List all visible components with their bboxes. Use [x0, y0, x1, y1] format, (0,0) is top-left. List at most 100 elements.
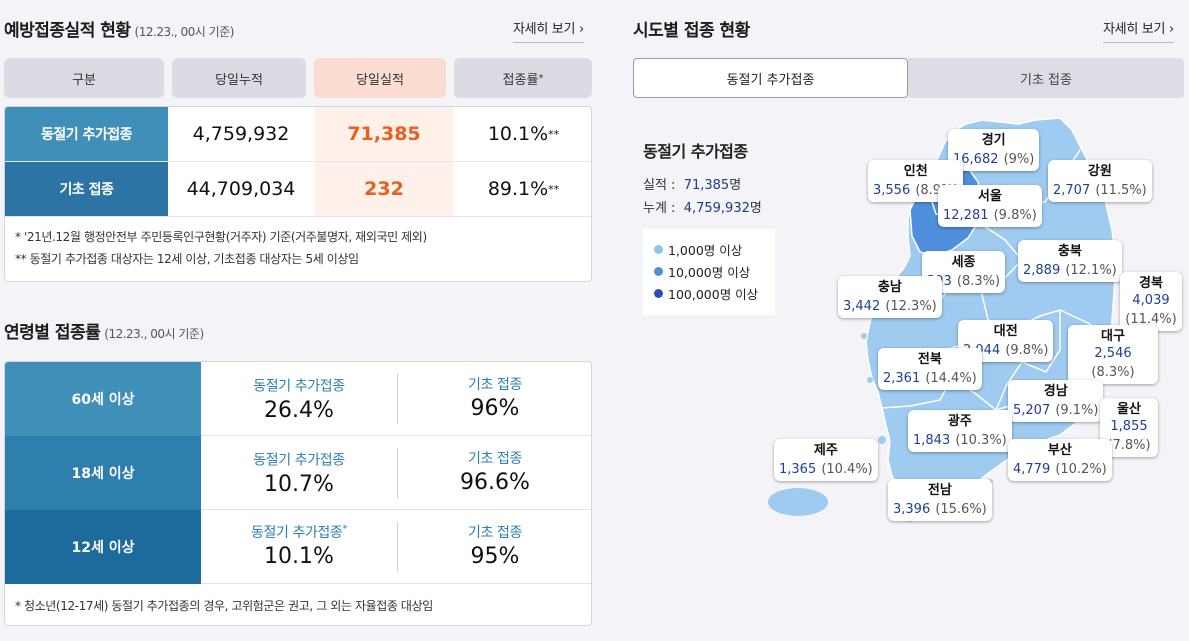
- legend-dot-icon: [654, 244, 663, 254]
- legend-dot-icon: [654, 288, 663, 298]
- region-name: 서울: [977, 189, 1002, 204]
- booster-label: 동절기 추가접종: [201, 374, 397, 396]
- age-rate-title: 연령별 접종률 (12.23., 00시 기준): [4, 318, 204, 343]
- region-name: 세종: [951, 255, 976, 270]
- cumulative-value: 44,709,034: [186, 178, 296, 200]
- rate-mark: **: [548, 182, 560, 196]
- table-row: 동절기 추가접종 4,759,932 71,385 10.1% **: [5, 107, 591, 162]
- region-pct: (14.4%): [925, 371, 977, 386]
- section-title-text: 예방접종실적 현황: [4, 21, 131, 41]
- region-label-gyeongnam[interactable]: 경남 5,207 (9.1%): [1008, 380, 1104, 422]
- total-label: 누계 :: [643, 201, 676, 216]
- region-label-jeju[interactable]: 제주 1,365 (10.4%): [774, 439, 878, 481]
- region-count: 1,843: [913, 433, 951, 448]
- region-label-jeonnam[interactable]: 전남 3,396 (15.6%): [888, 479, 992, 521]
- region-name: 대구: [1101, 329, 1125, 344]
- rate-value: 89.1% **: [454, 162, 591, 216]
- region-pct: (10.3%): [955, 433, 1007, 448]
- region-label-chungnam[interactable]: 충남 3,442 (12.3%): [838, 276, 942, 318]
- row-label: 기초 접종: [5, 162, 168, 216]
- section-title-date: (12.23., 00시 기준): [134, 25, 235, 39]
- island-shape: [878, 436, 886, 444]
- performance-unit: 명: [729, 178, 742, 193]
- age-label: 18세 이상: [5, 436, 201, 510]
- total-value: 4,759,932: [683, 201, 750, 216]
- region-count: 4,779: [1013, 462, 1051, 477]
- legend-dot-icon: [654, 266, 663, 276]
- region-pct: (9.8%): [993, 208, 1037, 223]
- legend-item: 1,000명 이상: [654, 238, 775, 260]
- island-shape: [861, 333, 867, 339]
- jeju-shape: [768, 488, 828, 516]
- regional-more-link[interactable]: 자세히 보기 ›: [1103, 18, 1174, 43]
- tab-booster[interactable]: 동절기 추가접종: [633, 58, 908, 98]
- region-count: 16,682: [953, 152, 999, 167]
- region-name: 경북: [1139, 276, 1163, 291]
- booster-label: 동절기 추가접종: [201, 448, 397, 470]
- region-pct: (10.2%): [1055, 462, 1107, 477]
- region-pct: (11.5%): [1095, 183, 1147, 198]
- section-title-text: 연령별 접종률: [4, 323, 101, 343]
- region-name: 경남: [1043, 384, 1068, 399]
- header-daily-cumulative: 당일누적: [172, 58, 306, 98]
- table-row: 60세 이상 동절기 추가접종 26.4% 기초 접종 96%: [5, 362, 591, 436]
- primary-label: 기초 접종: [468, 525, 522, 541]
- region-label-busan[interactable]: 부산 4,779 (10.2%): [1008, 439, 1112, 481]
- age-label: 12세 이상: [5, 510, 201, 584]
- region-label-seoul[interactable]: 서울 12,281 (9.8%): [938, 185, 1042, 227]
- region-pct: (15.6%): [935, 502, 987, 517]
- island-shape: [867, 377, 873, 383]
- region-count: 2,546: [1094, 346, 1132, 361]
- vaccination-more-link[interactable]: 자세히 보기 ›: [513, 18, 584, 43]
- region-name: 경기: [981, 133, 1006, 148]
- booster-label-text: 동절기 추가접종: [250, 525, 343, 541]
- region-pct: (9.8%): [1005, 343, 1049, 358]
- region-label-gyeonggi[interactable]: 경기 16,682 (9%): [948, 129, 1040, 171]
- total-unit: 명: [749, 201, 762, 216]
- section-title-date: (12.23., 00시 기준): [104, 327, 204, 341]
- booster-cell: 동절기 추가접종 10.7%: [201, 436, 397, 510]
- region-label-jeonbuk[interactable]: 전북 2,361 (14.4%): [878, 348, 982, 390]
- region-label-gwangju[interactable]: 광주 1,843 (10.3%): [908, 410, 1012, 452]
- footnote: * 청소년(12-17세) 동절기 추가접종의 경우, 고위험군은 권고, 그 …: [15, 599, 433, 613]
- regional-status-title: 시도별 접종 현황: [633, 21, 750, 41]
- header-rate-label: 접종률: [502, 72, 539, 88]
- region-name: 대전: [993, 324, 1018, 339]
- region-label-daegu[interactable]: 대구 2,546 (8.3%): [1068, 325, 1158, 384]
- total-line: 누계 : 4,759,932명: [643, 197, 762, 216]
- performance-label: 실적 :: [643, 178, 676, 193]
- region-pct: (12.3%): [885, 299, 937, 314]
- header-rate-mark: *: [538, 72, 544, 84]
- map-info-title: 동절기 추가접종: [643, 142, 748, 161]
- primary-value: 95%: [470, 544, 520, 569]
- region-count: 2,361: [883, 371, 921, 386]
- tab-primary[interactable]: 기초 접종: [908, 58, 1184, 98]
- region-count: 2,707: [1053, 183, 1091, 198]
- booster-value: 10.1%: [264, 544, 334, 569]
- region-name: 제주: [813, 443, 838, 458]
- region-count: 3,396: [893, 502, 931, 517]
- age-label: 60세 이상: [5, 362, 201, 436]
- header-daily-performance: 당일실적: [314, 58, 446, 98]
- region-label-gyeongbuk[interactable]: 경북 4,039 (11.4%): [1120, 272, 1182, 331]
- legend-label: 1,000명 이상: [668, 242, 743, 258]
- region-label-gangwon[interactable]: 강원 2,707 (11.5%): [1048, 160, 1152, 202]
- booster-value: 26.4%: [264, 397, 334, 423]
- primary-value: 96.6%: [460, 470, 530, 495]
- region-name: 광주: [947, 414, 972, 429]
- region-pct: (9.1%): [1055, 403, 1099, 418]
- rate-value: 10.1% **: [454, 107, 591, 161]
- region-pct: (8.3%): [1091, 365, 1135, 380]
- booster-label: 동절기 추가접종*: [201, 522, 397, 542]
- booster-cell: 동절기 추가접종* 10.1%: [201, 510, 397, 584]
- performance-line: 실적 : 71,385명: [643, 174, 741, 193]
- table-row: 18세 이상 동절기 추가접종 10.7% 기초 접종 96.6%: [5, 436, 591, 510]
- rate-text: 10.1%: [487, 123, 549, 145]
- region-label-chungbuk[interactable]: 충북 2,889 (12.1%): [1018, 240, 1122, 282]
- performance-value: 71,385: [683, 178, 730, 193]
- region-pct: (12.1%): [1065, 263, 1117, 278]
- today-value: 71,385: [314, 107, 454, 161]
- primary-label: 기초 접종: [468, 451, 522, 467]
- divider: [397, 522, 398, 572]
- table-row: 기초 접종 44,709,034 232 89.1% **: [5, 162, 591, 217]
